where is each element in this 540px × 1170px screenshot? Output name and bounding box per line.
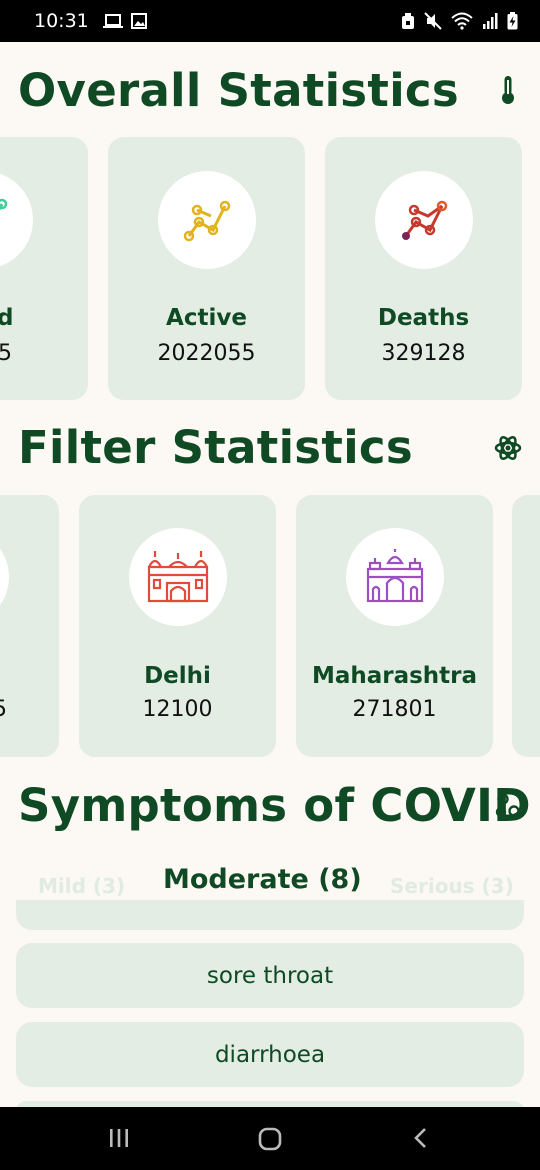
stat-value: 2022055 bbox=[157, 341, 256, 366]
filter-label: Delhi bbox=[144, 663, 211, 689]
status-time: 10:31 bbox=[34, 10, 89, 32]
filter-value: 12100 bbox=[142, 697, 213, 722]
filter-label: Maharashtra bbox=[311, 663, 478, 689]
atom-icon[interactable] bbox=[494, 433, 522, 463]
recents-icon[interactable] bbox=[108, 1127, 130, 1149]
battery-charging-icon bbox=[507, 12, 518, 30]
stat-card-deaths[interactable]: Deaths 329128 bbox=[325, 137, 522, 400]
filter-card-maharashtra[interactable]: Maharashtra 271801 bbox=[296, 495, 493, 757]
wifi-icon bbox=[451, 12, 473, 30]
status-bar: 10:31 bbox=[0, 0, 540, 42]
stat-value: 4625 bbox=[0, 341, 12, 366]
filter-icon-circle bbox=[345, 528, 444, 626]
graph-icon bbox=[0, 198, 8, 211]
tab-mild[interactable]: Mild (3) bbox=[38, 874, 126, 898]
overall-statistics-title: Overall Statistics bbox=[18, 64, 459, 117]
mute-icon bbox=[424, 12, 442, 30]
stat-card-recovered[interactable]: ered 4625 bbox=[0, 137, 88, 400]
filter-card-next[interactable] bbox=[512, 495, 540, 757]
filter-value: 5 bbox=[0, 697, 59, 722]
tab-moderate[interactable]: Moderate (8) bbox=[163, 864, 362, 895]
stat-icon-circle bbox=[157, 171, 256, 269]
stat-icon-circle bbox=[0, 171, 33, 269]
stat-value: 329128 bbox=[381, 341, 466, 366]
symptom-item-partial bbox=[16, 900, 524, 930]
graph-icon bbox=[401, 200, 447, 240]
filter-card-partial[interactable]: 5 bbox=[0, 495, 59, 757]
gateway-of-india-icon bbox=[366, 549, 423, 603]
filter-statistics-title: Filter Statistics bbox=[18, 421, 413, 474]
red-fort-icon bbox=[147, 551, 208, 603]
filter-icon-circle bbox=[128, 528, 227, 626]
symptom-tabs: Mild (3) Moderate (8) Serious (3) bbox=[0, 864, 540, 908]
symptom-item: diarrhoea bbox=[16, 1022, 524, 1087]
tab-serious[interactable]: Serious (3) bbox=[390, 874, 514, 898]
filter-value: 271801 bbox=[352, 697, 437, 722]
home-icon[interactable] bbox=[258, 1127, 282, 1151]
image-icon bbox=[130, 13, 147, 29]
navigation-bar bbox=[0, 1107, 540, 1170]
signal-icon bbox=[483, 13, 498, 29]
graph-icon bbox=[183, 200, 230, 242]
laptop-icon bbox=[102, 14, 123, 28]
lock-battery-icon bbox=[402, 13, 414, 29]
stat-label: Deaths bbox=[377, 305, 470, 331]
filter-card-delhi[interactable]: Delhi 12100 bbox=[79, 495, 276, 757]
symptom-item: sore throat bbox=[16, 943, 524, 1008]
virus-icon[interactable] bbox=[494, 792, 522, 820]
thermometer-icon[interactable] bbox=[498, 75, 518, 105]
stat-icon-circle bbox=[374, 171, 473, 269]
stat-card-active[interactable]: Active 2022055 bbox=[108, 137, 305, 400]
stat-label: Active bbox=[166, 305, 247, 331]
stat-label: ered bbox=[0, 305, 14, 331]
symptoms-title: Symptoms of COVID bbox=[18, 779, 531, 832]
back-icon[interactable] bbox=[412, 1127, 430, 1149]
filter-icon-circle bbox=[0, 528, 9, 626]
